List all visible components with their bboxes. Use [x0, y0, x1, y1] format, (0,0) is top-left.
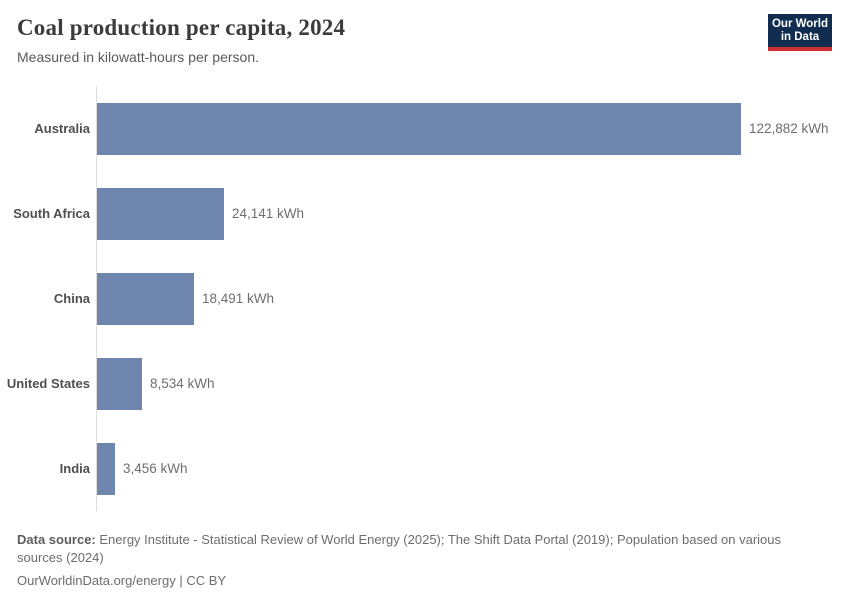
bar[interactable] — [97, 442, 115, 495]
chart-title: Coal production per capita, 2024 — [17, 15, 346, 40]
bar-rows: Australia 122,882 kWh South Africa 24,141 k… — [0, 86, 850, 511]
y-axis-line — [96, 86, 97, 511]
bar-row: Australia 122,882 kWh — [0, 86, 850, 171]
bar-value-label: 3,456 kWh — [123, 461, 188, 476]
chart-subtitle: Measured in kilowatt-hours per person. — [17, 49, 260, 65]
bar-category-label: United States — [6, 376, 90, 391]
bar[interactable] — [97, 357, 142, 410]
chart-header: Coal production per capita, 2024 Measure… — [0, 0, 850, 65]
bar-category-label: South Africa — [13, 206, 90, 221]
bar-row: South Africa 24,141 kWh — [0, 171, 850, 256]
bar-category-label: Australia — [34, 121, 90, 136]
bar-category-label: China — [53, 291, 90, 306]
owid-logo[interactable]: Our World in Data — [768, 14, 832, 51]
bar[interactable] — [97, 187, 224, 240]
bar-value-label: 8,534 kWh — [150, 376, 215, 391]
data-source-value: Energy Institute - Statistical Review of… — [17, 532, 782, 565]
bar[interactable] — [97, 102, 741, 155]
data-source-label: Data source: — [17, 532, 96, 547]
data-source-text: Data source: Energy Institute - Statisti… — [17, 531, 829, 567]
bar-category-label: India — [59, 461, 90, 476]
bar-row: United States 8,534 kWh — [0, 341, 850, 426]
owid-logo-text-line2: in Data — [780, 31, 820, 43]
bar[interactable] — [97, 272, 194, 325]
bar-chart: Australia 122,882 kWh South Africa 24,141 k… — [0, 86, 850, 511]
chart-footer: Data source: Energy Institute - Statisti… — [0, 511, 850, 590]
footer-link-line[interactable]: OurWorldinData.org/energy | CC BY — [17, 573, 227, 588]
bar-value-label: 24,141 kWh — [232, 206, 305, 221]
owid-logo-text-line1: Our World — [771, 18, 828, 30]
bar-value-label: 122,882 kWh — [749, 121, 829, 136]
bar-row: China 18,491 kWh — [0, 256, 850, 341]
bar-row: India 3,456 kWh — [0, 426, 850, 511]
bar-value-label: 18,491 kWh — [202, 291, 275, 306]
